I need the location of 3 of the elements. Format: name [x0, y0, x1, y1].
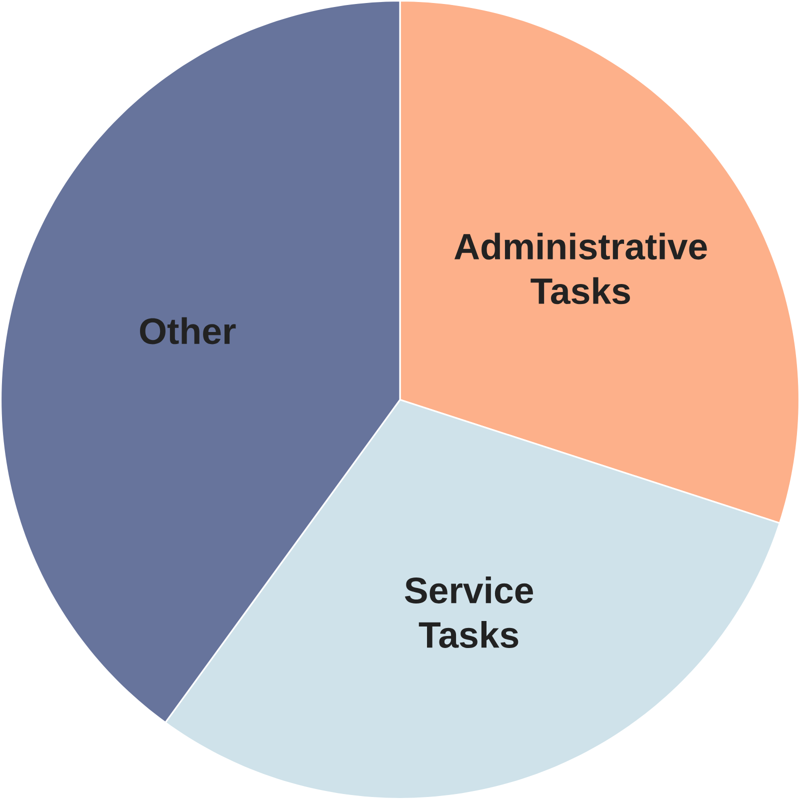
slice-label: Service Tasks [404, 576, 534, 648]
slice-label: Other [140, 318, 236, 344]
slice-label: Administrative Tasks [454, 232, 707, 304]
